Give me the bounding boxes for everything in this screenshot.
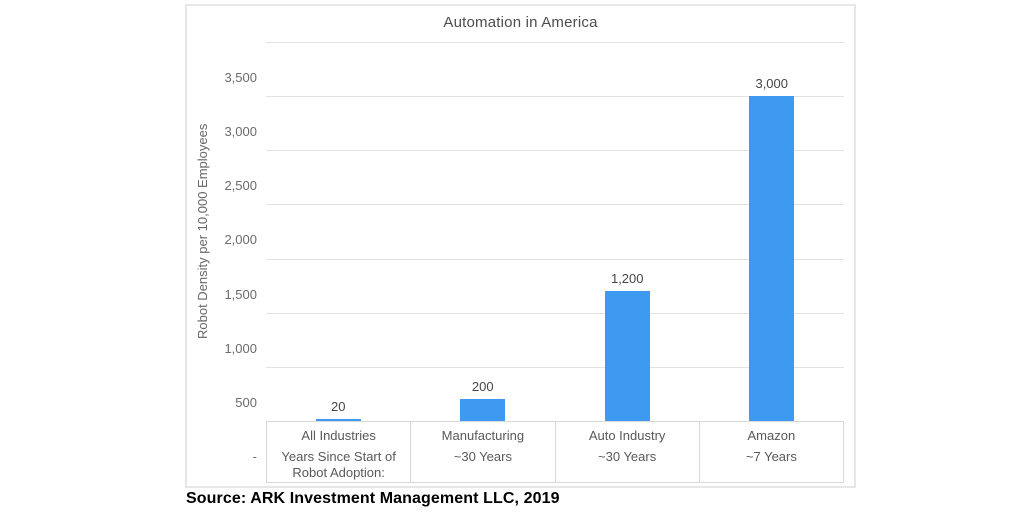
bar-auto-industry <box>604 291 650 421</box>
y-tick-label: 1,500 <box>224 286 257 302</box>
gridline <box>266 150 844 152</box>
category-label: Auto Industry <box>588 428 666 443</box>
category-sub-label: ~30 Years <box>598 449 657 464</box>
y-tick-label: 500 <box>235 394 257 410</box>
source-note: Source: ARK Investment Management LLC, 2… <box>186 490 560 507</box>
category-table: All Industries Years Since Start of Robot… <box>266 421 844 483</box>
category-cell-all-industries: All Industries Years Since Start of Robot… <box>267 422 410 482</box>
gridline <box>266 258 844 260</box>
y-axis-tick-labels: 3,500 3,000 2,500 2,000 1,500 1,000 500 - <box>187 42 257 464</box>
category-label: All Industries <box>301 428 376 443</box>
category-sub-label: Years Since Start of Robot Adoption: <box>281 449 396 480</box>
y-tick-label: 2,000 <box>224 232 257 248</box>
gridline <box>266 42 844 43</box>
category-cell-auto-industry: Auto Industry ~30 Years <box>554 422 699 482</box>
category-sub-label: ~30 Years <box>453 449 512 464</box>
bar-amazon <box>749 96 795 421</box>
y-tick-label: 3,000 <box>224 124 257 140</box>
bar-all-industries <box>315 419 361 421</box>
category-label: Manufacturing <box>441 428 525 443</box>
category-cell-amazon: Amazon ~7 Years <box>698 422 843 482</box>
y-tick-label: 3,500 <box>224 70 257 85</box>
category-label: Amazon <box>747 428 796 443</box>
category-sub-label: ~7 Years <box>745 449 797 464</box>
gridline <box>266 366 844 368</box>
chart-card: Automation in America Robot Density per … <box>185 4 856 488</box>
bar-value-label: 1,200 <box>610 271 644 286</box>
bar-value-label: 20 <box>331 399 346 414</box>
y-tick-label: 1,000 <box>224 340 257 356</box>
gridline <box>266 312 844 314</box>
gridline <box>266 204 844 206</box>
y-tick-label: 2,500 <box>224 178 257 194</box>
gridline <box>266 96 844 98</box>
bar-value-label: 200 <box>471 379 494 394</box>
category-cell-manufacturing: Manufacturing ~30 Years <box>410 422 554 482</box>
chart-title: Automation in America <box>443 14 598 31</box>
plot-area: 20 200 1,200 3,000 <box>266 42 844 421</box>
y-tick-label: - <box>252 449 257 464</box>
bar-manufacturing <box>460 399 506 421</box>
bar-value-label: 3,000 <box>755 76 789 91</box>
